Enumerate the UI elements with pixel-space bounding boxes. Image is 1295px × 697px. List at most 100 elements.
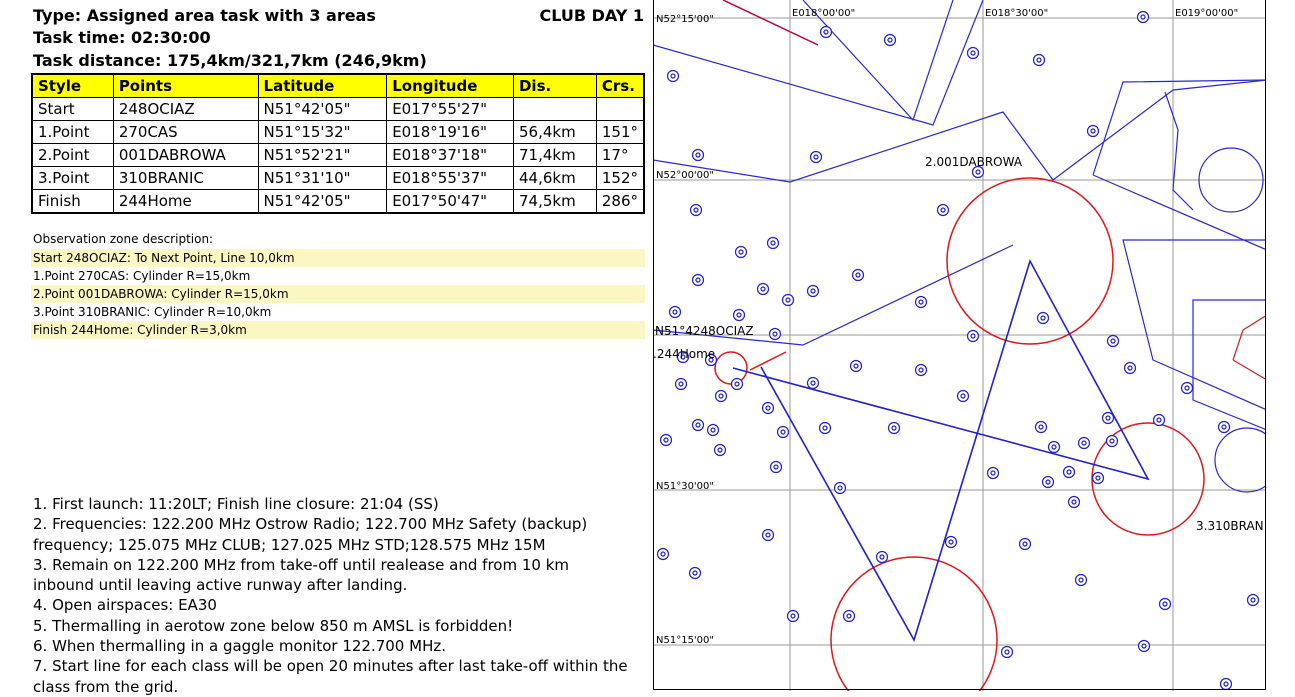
waypoint-icon [786,609,800,623]
waypoint-icon-dot [1036,57,1042,63]
waypoint-icon [676,350,690,364]
note-item: 4. Open airspaces: EA30 [33,596,217,615]
waypoint-icon-dot [1156,417,1162,423]
waypoint-icon [1047,440,1061,454]
waypoint-icon [691,273,705,287]
waypoint-icon [1036,311,1050,325]
waypoint-icon [1018,537,1032,551]
waypoint-icon-dot [780,429,786,435]
waypoint-icon [833,481,847,495]
waypoint-icon-dot [1038,424,1044,430]
waypoint-markers [656,10,1260,691]
waypoint-icon-dot [670,73,676,79]
waypoint-icon-dot [765,532,771,538]
waypoint-icon [666,69,680,83]
waypoint-icon [1246,593,1260,607]
waypoint-icon-dot [990,470,996,476]
waypoint-icon-dot [672,309,678,315]
waypoint-icon-dot [736,312,742,318]
cell-crs: 17° [595,143,645,167]
cell-style: Start [31,97,114,121]
waypoint-icon-dot [960,393,966,399]
oz-finish: Finish 244Home: Cylinder R=3,0km [31,321,645,339]
waypoint-icon [768,327,782,341]
col-crs: Crs. [595,73,645,98]
airspace-boundaries [653,0,1266,493]
waypoint-icon [1032,53,1046,67]
waypoint-icon [769,460,783,474]
waypoint-icon [914,363,928,377]
col-latitude: Latitude [257,73,388,98]
zone-cas [830,556,998,691]
waypoint-icon [761,401,775,415]
start-point-label: N51°4248OCIAZ [655,324,754,338]
waypoint-icon [1000,645,1014,659]
cell-lat: N51°42'05" [257,97,388,121]
cell-point: 248OCIAZ [112,97,259,121]
table-row: 2.Point 001DABROWA N51°52'21" E018°37'18… [31,143,645,167]
waypoint-icon [875,550,889,564]
oz-start: Start 248OCIAZ: To Next Point, Line 10,0… [31,249,645,267]
waypoint-icon [659,433,673,447]
airway-line [722,0,819,46]
waypoint-icon [1219,677,1233,691]
waypoint-icon [842,609,856,623]
waypoint-icon-dot [1078,577,1084,583]
cell-crs [595,97,645,121]
cell-lat: N51°42'05" [257,189,388,214]
waypoint-icon-dot [1221,424,1227,430]
waypoint-icon [986,466,1000,480]
waypoint-icon-dot [785,297,791,303]
waypoint-icon-dot [837,485,843,491]
map-grid [653,0,1266,691]
waypoint-icon-dot [693,207,699,213]
waypoint-icon [766,236,780,250]
waypoint-icon-dot [765,405,771,411]
col-style: Style [31,73,114,98]
cell-lat: N51°15'32" [257,120,388,144]
col-dis: Dis. [512,73,597,98]
waypoint-icon-dot [1184,385,1190,391]
waypoint-icon [883,33,897,47]
task-route [732,258,1150,643]
waypoint-icon [668,305,682,319]
oz-point-3: 3.Point 310BRANIC: Cylinder R=10,0km [33,305,272,319]
task-table: Style Points Latitude Longitude Dis. Crs… [31,73,645,214]
waypoint-icon [1034,420,1048,434]
waypoint-icon-dot [680,354,686,360]
waypoint-icon [688,566,702,580]
waypoint-icon-dot [970,333,976,339]
task-distance: Task distance: 175,4km/321,7km (246,9km) [33,51,427,70]
waypoint-icon [1158,597,1172,611]
lon-label-3: E019°00'00" [1175,8,1238,19]
waypoint-icon [674,377,688,391]
waypoint-icon-dot [710,427,716,433]
cell-point: 270CAS [112,120,259,144]
cell-crs: 152° [595,166,645,190]
waypoint-icon [1105,434,1119,448]
waypoint-icon-dot [810,380,816,386]
task-map[interactable]: N52°15'00" N52°00'00" N51°30'00" N51°15'… [653,0,1267,691]
waypoint-icon-dot [823,29,829,35]
observation-zone-title: Observation zone description: [33,232,214,246]
waypoint-icon [809,150,823,164]
waypoint-icon-dot [660,551,666,557]
waypoint-icon-dot [1051,444,1057,450]
cell-lat: N51°31'10" [257,166,388,190]
waypoint-icon [1123,361,1137,375]
waypoint-icon-dot [1090,128,1096,134]
waypoint-icon-dot [1141,643,1147,649]
table-row: 3.Point 310BRANIC N51°31'10" E018°55'37"… [31,166,645,190]
waypoint-icon [706,423,720,437]
waypoint-icon-dot [948,539,954,545]
waypoint-icon [1180,381,1194,395]
waypoint-icon [691,418,705,432]
waypoint-icon [1086,124,1100,138]
tp2-label: 2.001DABROWA [925,155,1023,169]
waypoint-icon-dot [1022,541,1028,547]
oz-point-2: 2.Point 001DABROWA: Cylinder R=15,0km [31,285,645,303]
waypoint-icon [732,308,746,322]
cell-style: Finish [31,189,114,214]
note-item: 6. When thermalling in a gaggle monitor … [33,637,446,656]
cell-lon: E018°37'18" [386,143,514,167]
